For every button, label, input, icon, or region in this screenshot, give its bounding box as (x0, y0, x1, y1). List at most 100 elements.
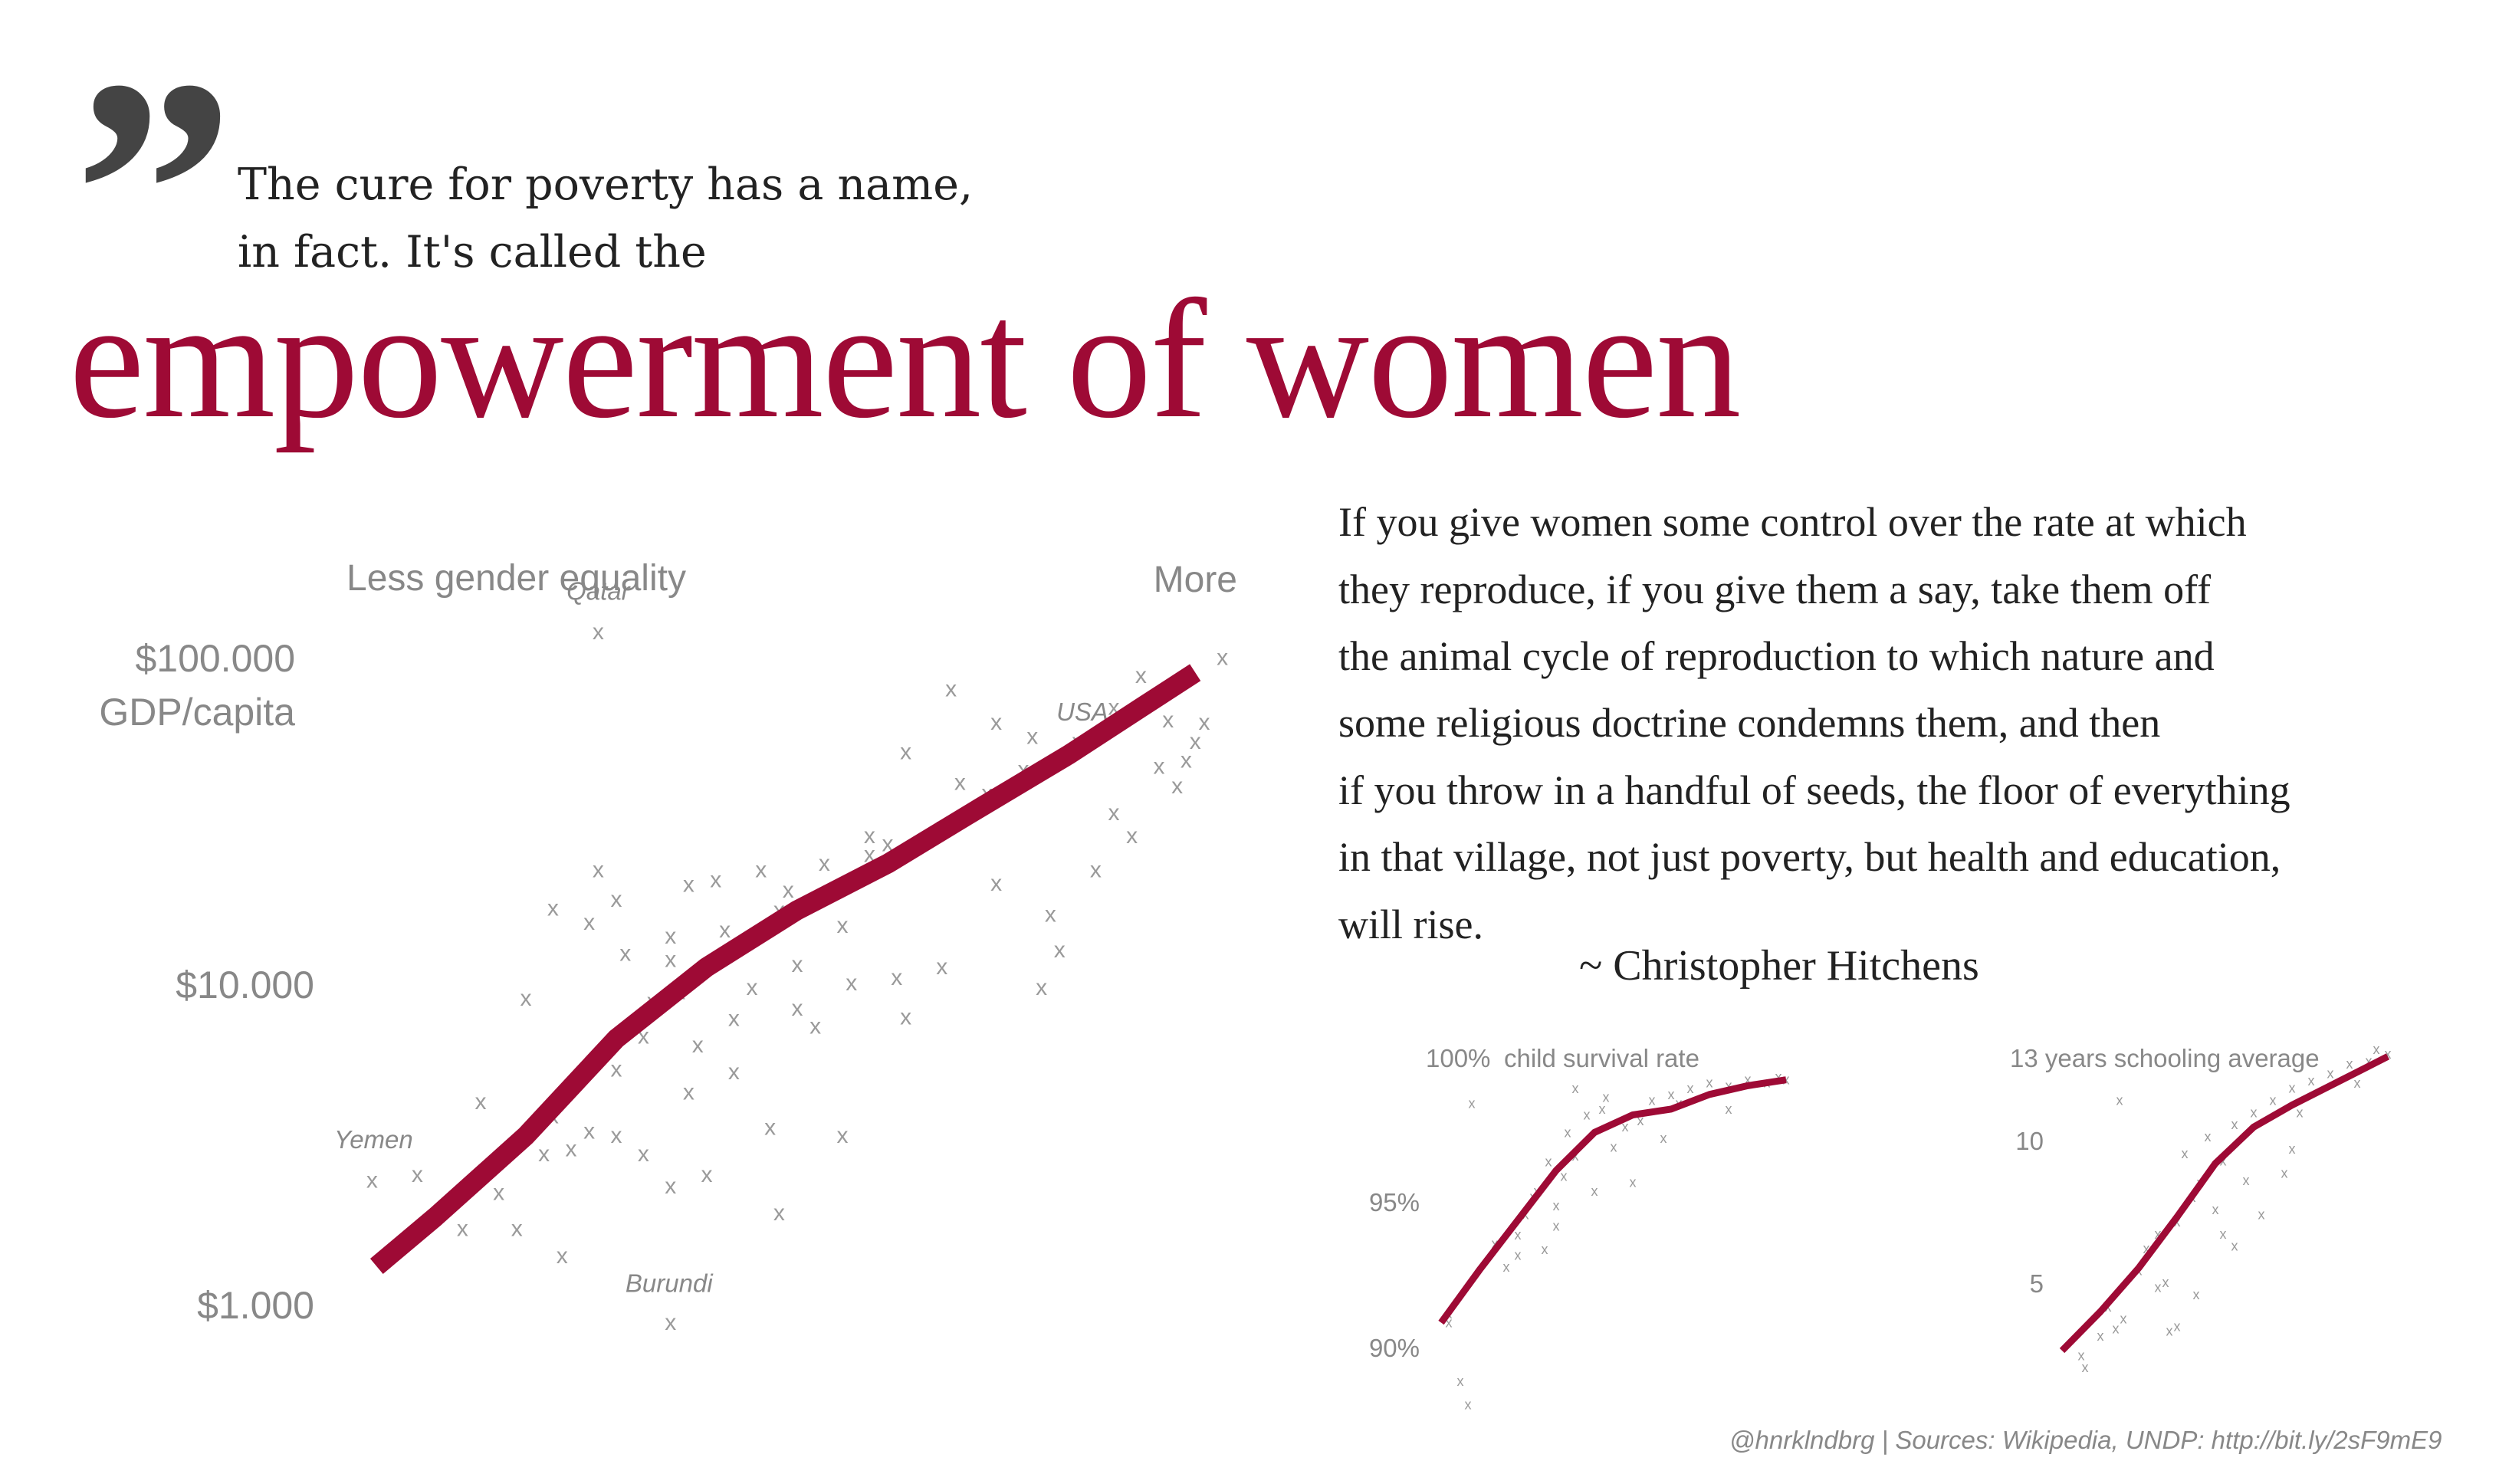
data-point-marker: x (1706, 1075, 1713, 1091)
data-point-marker: x (2220, 1226, 2227, 1242)
data-point-marker: x (2385, 1046, 2392, 1062)
data-point-marker: x (1572, 1081, 1579, 1096)
data-point-marker: x (1190, 729, 1201, 754)
data-point-marker: x (2120, 1312, 2127, 1327)
data-point-marker: x (747, 975, 758, 1000)
data-point-marker: x (1622, 1119, 1629, 1134)
data-point-marker: x (2327, 1066, 2334, 1082)
data-point-marker: x (1630, 1174, 1637, 1190)
data-point-marker: x (773, 1200, 785, 1226)
quote-line: if you throw in a handful of seeds, the … (1338, 767, 2290, 813)
data-point-marker: x (547, 896, 559, 921)
quote-mark-icon: ” (74, 13, 235, 369)
data-point-marker: x (619, 941, 631, 967)
schooling-chart: 13 years schooling average 10 5 xxxxxxxx… (2010, 1042, 2392, 1375)
country-label: Burundi (626, 1269, 714, 1297)
data-point-marker: x (1553, 1198, 1560, 1213)
data-point-marker: x (1469, 1095, 1476, 1111)
y-axis-label: child survival rate (1504, 1044, 1699, 1072)
data-point-marker: x (1542, 1242, 1548, 1257)
data-point-marker: x (665, 947, 676, 972)
data-point-marker: x (783, 878, 794, 903)
data-point-marker: x (566, 1137, 577, 1162)
quote-line: the animal cycle of reproduction to whic… (1338, 633, 2215, 679)
data-point-marker: x (1171, 773, 1183, 799)
data-point-marker: x (1553, 1219, 1560, 1234)
data-point-marker: x (1217, 645, 1228, 671)
child-survival-trend-line (1438, 1076, 1787, 1325)
data-point-marker: x (475, 1089, 487, 1115)
country-label: Yemen (334, 1125, 413, 1154)
data-point-marker: x (945, 676, 957, 701)
data-point-marker: x (457, 1216, 468, 1241)
headline: empowerment of women (69, 265, 1741, 454)
data-point-marker: x (954, 770, 966, 796)
data-point-marker: x (557, 1243, 568, 1269)
data-point-marker: x (2366, 1054, 2373, 1069)
country-label: Qatar (566, 577, 632, 606)
y-tick-label: 95% (1369, 1188, 1420, 1216)
schooling-trend-line (2059, 1053, 2390, 1354)
data-point-marker: x (1036, 975, 1047, 1000)
data-point-marker: x (809, 1014, 821, 1039)
data-point-marker: x (2220, 1154, 2227, 1169)
data-point-marker: x (1611, 1140, 1617, 1155)
data-point-marker: x (520, 986, 532, 1011)
data-point-marker: x (1090, 857, 1102, 882)
data-point-marker: x (719, 918, 731, 943)
data-point-marker: x (611, 887, 622, 912)
data-point-marker: x (1775, 1069, 1782, 1085)
data-point-marker: x (1045, 902, 1056, 927)
data-point-marker: x (1492, 1236, 1499, 1251)
x-label-right: More (1154, 560, 1237, 600)
child-survival-chart: 100% child survival rate 95% 90% xxxxxxx… (1369, 1044, 1790, 1412)
data-point-marker: x (2155, 1280, 2162, 1295)
data-point-marker: x (611, 1057, 622, 1082)
data-point-marker: x (2281, 1166, 2288, 1181)
data-point-marker: x (2231, 1239, 2238, 1254)
data-point-marker: x (1154, 753, 1165, 779)
y-tick-label: $10.000 (176, 964, 314, 1006)
data-point-marker: x (2243, 1173, 2250, 1188)
data-point-marker: x (683, 1079, 695, 1105)
data-point-marker: x (2193, 1287, 2200, 1302)
data-point-marker: x (412, 1162, 423, 1187)
data-point-marker: x (638, 1141, 649, 1167)
data-point-marker: x (701, 1162, 713, 1187)
data-point-marker: x (2270, 1092, 2277, 1108)
y-tick-label: $100.000 (135, 637, 295, 680)
gdp-gender-chart: Less gender equality More $100.000 GDP/c… (99, 558, 1237, 1335)
data-point-marker: x (891, 965, 902, 990)
data-point-marker: x (1181, 748, 1192, 773)
data-point-marker: x (2308, 1073, 2315, 1088)
data-point-marker: x (2289, 1141, 2296, 1157)
data-point-marker: x (990, 871, 1002, 896)
data-point-marker: x (2354, 1075, 2361, 1091)
intro-line-1: The cure for poverty has a name, (238, 159, 974, 210)
y-axis-label: GDP/capita (99, 691, 295, 734)
data-point-marker: x (1726, 1078, 1732, 1093)
data-point-marker: x (2373, 1042, 2380, 1057)
data-point-marker: x (1687, 1081, 1694, 1096)
data-point-marker: x (837, 913, 849, 938)
data-point-marker: x (2078, 1348, 2085, 1363)
data-point-marker: x (2143, 1241, 2150, 1256)
data-point-marker: x (819, 851, 830, 876)
data-point-marker: x (2116, 1092, 2123, 1108)
main-trend-line (369, 664, 1201, 1274)
data-point-marker: x (792, 996, 803, 1021)
data-point-marker: x (2289, 1081, 2296, 1096)
x-label-left: Less gender equality (346, 558, 686, 599)
source-footer: @hnrklndbrg | Sources: Wikipedia, UNDP: … (1729, 1426, 2442, 1454)
data-point-marker: x (2182, 1146, 2189, 1161)
y-tick-label: 100% (1426, 1044, 1490, 1072)
data-point-marker: x (2162, 1275, 2169, 1290)
data-point-marker: x (1126, 823, 1138, 849)
data-point-marker: x (846, 970, 857, 996)
data-point-marker: x (1457, 1374, 1464, 1389)
data-point-marker: x (692, 1033, 704, 1058)
data-point-marker: x (2212, 1202, 2219, 1217)
data-point-marker: x (493, 1180, 504, 1205)
data-point-marker: x (583, 910, 595, 935)
